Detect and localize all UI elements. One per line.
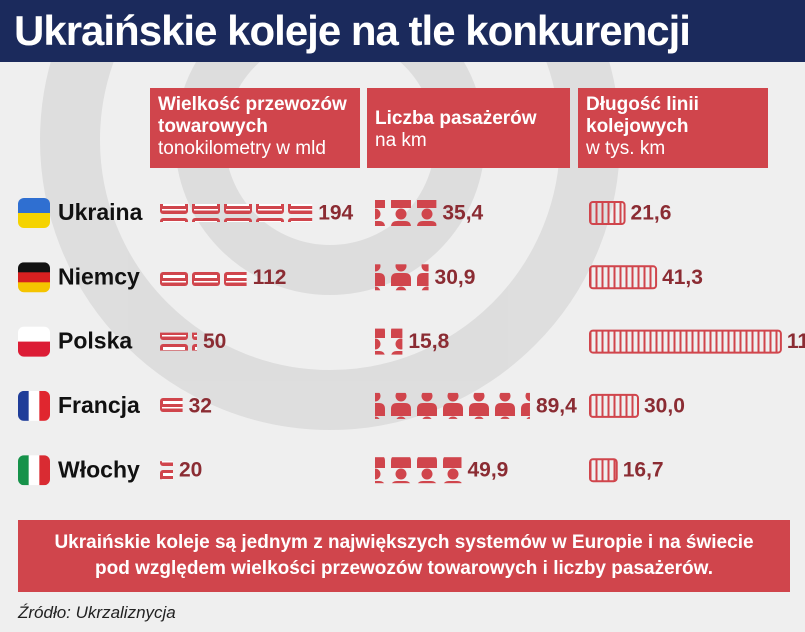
pictogram-bar	[589, 458, 618, 483]
country-label: Ukraina	[58, 199, 143, 225]
pictogram-bar	[157, 396, 183, 415]
flag	[18, 390, 50, 421]
flag-stripe	[18, 213, 50, 228]
country-label: Włochy	[58, 456, 140, 482]
flag-stripe	[18, 390, 30, 421]
flag-stripes	[18, 262, 50, 293]
flag-stripe	[18, 198, 50, 214]
value-label: 15,8	[408, 330, 449, 353]
value-label: 30,9	[435, 266, 476, 289]
value-label: 194	[318, 202, 353, 225]
flag-stripes	[18, 390, 50, 421]
value-label: 49,9	[467, 459, 508, 482]
value-label: 35,4	[442, 202, 483, 225]
series-unit: tonokilometry w mld	[158, 138, 326, 159]
series-name: Długość linii kolejowych	[586, 94, 699, 137]
series-name: Wielkość przewozów towarowych	[158, 94, 347, 137]
flag-stripes	[18, 326, 50, 357]
pictogram-bar	[157, 332, 197, 351]
flag-stripe	[18, 272, 50, 283]
value-label: 112	[253, 266, 287, 289]
pictogram-bar	[375, 264, 429, 291]
pictogram-bar	[589, 265, 658, 290]
pictogram-bar	[375, 392, 530, 419]
pictogram-bar	[589, 329, 782, 354]
column-header: Liczba pasażerów na km	[367, 88, 570, 168]
pictogram-bar	[589, 201, 626, 225]
flag-stripe	[18, 326, 50, 343]
value-label: 119,3	[787, 330, 805, 353]
flag	[18, 198, 50, 228]
flag-stripe	[18, 282, 50, 293]
value-label: 89,4	[536, 394, 577, 417]
country-label: Polska	[58, 328, 132, 354]
pictogram-bar	[375, 457, 462, 484]
flag	[18, 326, 50, 357]
pictogram-bar	[157, 461, 173, 480]
note: Ukraińskie koleje są jednym z największy…	[18, 520, 790, 592]
pictogram-bar	[157, 268, 247, 287]
value-label: 50	[203, 330, 226, 353]
pictogram-bar	[375, 328, 403, 355]
series-name: Liczba pasażerów	[375, 108, 537, 129]
flag	[18, 262, 50, 293]
flag-stripe	[18, 262, 50, 273]
value-label: 41,3	[662, 266, 703, 289]
flag-stripe	[28, 455, 40, 486]
flag	[18, 455, 50, 486]
pictogram-bar	[375, 200, 437, 226]
flag-stripes	[18, 198, 50, 228]
source: Źródło: Ukrzaliznycja	[18, 603, 176, 622]
column-header: Długość linii kolejowych w tys. km	[578, 88, 768, 168]
flag-stripe	[18, 455, 30, 486]
value-label: 32	[189, 394, 212, 417]
flag-stripe	[39, 390, 50, 421]
title: Ukraińskie koleje na tle konkurencji	[0, 0, 805, 62]
flag-stripe	[28, 390, 40, 421]
column-header: Wielkość przewozów towarowych tonokilomet…	[150, 88, 360, 168]
flag-stripe	[39, 455, 50, 486]
series-unit: w tys. km	[586, 138, 666, 159]
value-label: 16,7	[623, 459, 664, 482]
value-label: 20	[179, 459, 202, 482]
country-label: Francja	[58, 392, 140, 418]
flag-stripes	[18, 455, 50, 486]
pictogram-bar	[589, 393, 639, 418]
series-unit: na km	[375, 130, 427, 151]
value-label: 21,6	[631, 202, 672, 225]
value-label: 30,0	[644, 394, 685, 417]
country-label: Niemcy	[58, 263, 140, 289]
flag-stripe	[18, 341, 50, 357]
pictogram-bar	[157, 204, 313, 222]
